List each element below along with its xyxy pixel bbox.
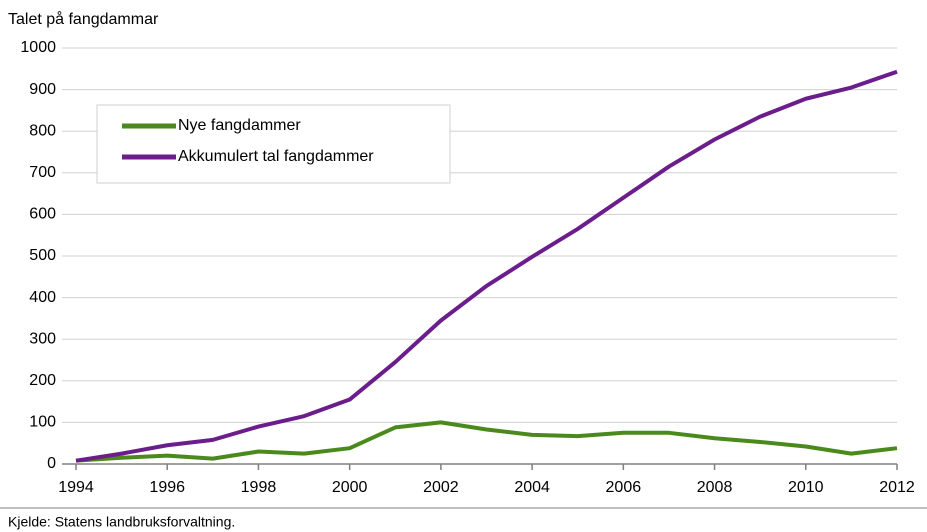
x-tick-label: 2006 (606, 479, 642, 496)
legend-label: Nye fangdammer (178, 117, 301, 134)
x-tick-label: 2004 (514, 479, 550, 496)
source: Kjelde: Statens landbruksforvaltning. (8, 514, 235, 530)
y-tick-label: 900 (29, 81, 56, 98)
series-line (75, 69, 898, 463)
x-tick-label: 2010 (788, 479, 824, 496)
y-tick-label: 800 (29, 122, 56, 139)
y-tick-label: 0 (47, 455, 56, 472)
y-axis-title: Talet på fangdammar (8, 10, 159, 28)
y-tick-label: 600 (29, 206, 56, 223)
x-tick-label: 2002 (423, 479, 459, 496)
y-tick-label: 400 (29, 289, 56, 306)
x-tick-label: 2008 (697, 479, 733, 496)
x-tick-label: 2000 (332, 479, 368, 496)
x-tick-label: 1996 (149, 479, 185, 496)
legend-label: Akkumulert tal fangdammer (178, 148, 374, 165)
y-tick-label: 200 (29, 372, 56, 389)
y-tick-label: 700 (29, 164, 56, 181)
y-tick-label: 1000 (20, 39, 56, 56)
legend (96, 104, 451, 184)
x-tick-label: 2012 (879, 479, 915, 496)
y-tick-label: 500 (29, 247, 56, 264)
y-tick-label: 100 (29, 414, 56, 431)
x-tick-label: 1998 (241, 479, 277, 496)
x-tick-label: 1994 (58, 479, 94, 496)
series-line (75, 420, 898, 463)
y-tick-label: 300 (29, 330, 56, 347)
